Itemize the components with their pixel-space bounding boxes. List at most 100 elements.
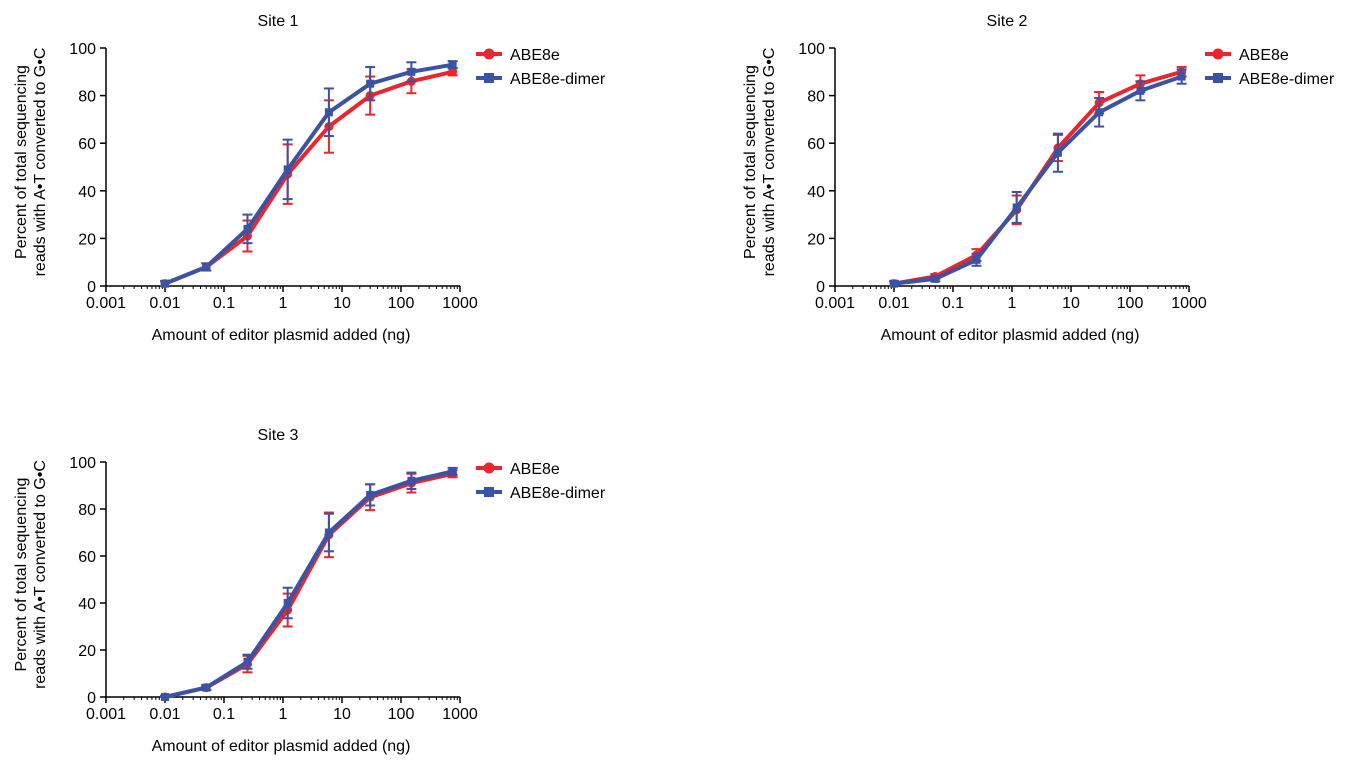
legend-item: ABE8e [1205,47,1289,64]
data-point [448,60,457,69]
x-tick-label: 100 [388,295,415,312]
data-point [243,657,252,666]
y-tick-label: 60 [807,136,825,153]
y-axis-label: Percent of total sequencing reads with A•… [742,48,778,277]
legend-label: ABE8e [1239,47,1289,64]
x-tick-label: 0.001 [815,295,855,312]
legend-marker [1213,73,1223,83]
data-point [972,255,981,264]
x-tick-label: 0.001 [86,295,126,312]
series-line [164,471,454,699]
legend-marker [484,487,494,497]
series-line [164,62,453,286]
y-tick-label: 60 [78,549,96,566]
data-point [1136,86,1145,95]
y-axis-label: Percent of total sequencing reads with A•… [13,460,49,689]
data-point [283,165,292,174]
x-tick-label: 0.1 [213,295,235,312]
y-tick-label: 40 [807,184,825,201]
x-tick-label: 1 [1008,295,1017,312]
legend-marker [484,73,494,83]
y-tick-label: 0 [87,690,96,707]
legend-item: ABE8e-dimer [476,485,606,502]
y-tick-label: 80 [78,502,96,519]
data-point [407,476,416,485]
legend-item: ABE8e-dimer [1205,71,1335,88]
y-tick-label: 0 [87,279,96,296]
y-axis-label-line: Percent of total sequencing [742,65,759,259]
chart-panel-1: 0.001 0.01 0.1 1 10 100 1000 0 20 40 60 80 100 Site 1… [13,13,606,344]
series-ABE8e [160,67,458,289]
y-axis-label-line: reads with A•T converted to G•C [761,48,778,277]
y-tick-label: 100 [69,41,96,58]
x-tick-label: 0.001 [86,706,126,723]
x-tick-label: 1000 [1171,295,1207,312]
y-tick-label: 100 [69,455,96,472]
series-line [164,469,454,699]
x-tick-label: 1 [279,706,288,723]
legend-label: ABE8e-dimer [510,485,606,502]
data-point [202,683,211,692]
chart-title: Site 3 [258,427,299,444]
y-tick-label: 80 [78,89,96,106]
x-tick-label: 10 [333,295,351,312]
series-ABE8e-dimer [160,60,458,288]
x-tick-label: 0.01 [149,295,180,312]
data-point [161,279,169,288]
x-tick-label: 0.01 [149,706,180,723]
chart-panel-3: 0.001 0.01 0.1 1 10 100 1000 0 20 40 60 80 100 Site 3… [13,427,606,755]
chart-title: Site 2 [987,13,1028,30]
legend-marker [1212,48,1224,60]
legend-item: ABE8e [476,461,560,478]
legend-label: ABE8e-dimer [1239,71,1335,88]
series-ABE8e-dimer [160,466,458,701]
x-tick-label: 100 [388,706,415,723]
x-tick-label: 10 [333,706,351,723]
legend-marker [483,462,495,474]
y-axis-label-line: reads with A•T converted to G•C [32,48,49,277]
data-point [161,693,169,701]
series-ABE8e-dimer [889,68,1187,288]
x-axis-label: Amount of editor plasmid added (ng) [881,327,1140,344]
data-point [283,599,292,607]
y-tick-label: 40 [78,596,96,613]
x-tick-label: 100 [1117,295,1144,312]
x-tick-label: 0.1 [942,295,964,312]
data-point [243,224,252,233]
data-point [931,274,940,283]
y-tick-label: 20 [807,231,825,248]
y-tick-label: 20 [78,231,96,248]
data-point [1095,108,1104,117]
y-tick-label: 80 [807,89,825,106]
x-tick-label: 1 [279,295,288,312]
data-point [890,279,898,288]
x-tick-label: 1000 [442,295,478,312]
x-tick-label: 1000 [442,706,478,723]
data-point [448,67,458,77]
y-tick-label: 100 [798,41,825,58]
legend-item: ABE8e [476,47,560,64]
x-axis-label: Amount of editor plasmid added (ng) [152,327,411,344]
data-point [448,467,457,476]
legend-item: ABE8e-dimer [476,71,606,88]
data-point [324,108,333,117]
legend-label: ABE8e [510,461,560,478]
legend-label: ABE8e [510,47,560,64]
x-tick-label: 0.1 [213,706,235,723]
x-axis-label: Amount of editor plasmid added (ng) [152,738,411,755]
y-tick-label: 0 [816,279,825,296]
series-ABE8e [160,469,458,702]
data-point [366,79,375,88]
y-axis-label-line: Percent of total sequencing [13,65,30,259]
y-tick-label: 40 [78,184,96,201]
chart-panel-2: 0.001 0.01 0.1 1 10 100 1000 0 20 40 60 80 100 Site 2… [742,13,1335,344]
y-tick-label: 60 [78,136,96,153]
data-point [202,262,211,271]
y-axis-label-line: Percent of total sequencing [13,478,30,672]
data-point [324,528,333,537]
y-tick-label: 20 [78,643,96,660]
legend-marker [483,48,495,60]
series-line [893,74,1183,286]
